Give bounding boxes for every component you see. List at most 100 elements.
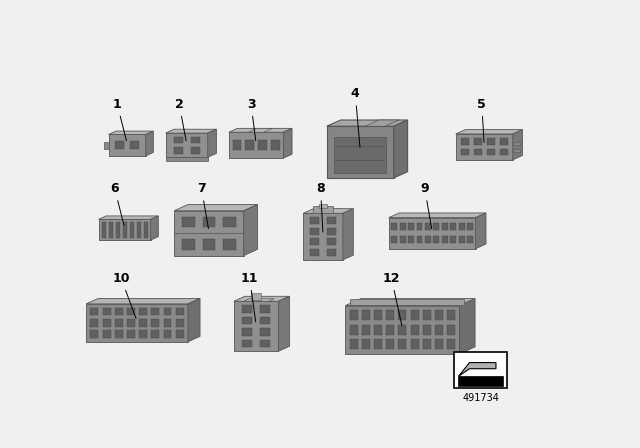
Bar <box>310 228 319 235</box>
Bar <box>349 310 358 320</box>
Polygon shape <box>346 306 460 354</box>
Bar <box>232 140 241 151</box>
Bar <box>173 147 182 154</box>
Bar <box>260 317 270 324</box>
Bar <box>423 340 431 349</box>
Polygon shape <box>86 298 200 304</box>
Bar <box>251 293 261 300</box>
Bar <box>176 319 184 327</box>
Text: 1: 1 <box>113 98 127 141</box>
Polygon shape <box>229 129 292 132</box>
Text: 10: 10 <box>113 272 136 319</box>
Bar <box>191 137 200 143</box>
Polygon shape <box>388 213 486 218</box>
Bar <box>408 224 414 230</box>
Bar <box>423 325 431 335</box>
Bar <box>130 223 134 238</box>
Bar <box>151 308 159 315</box>
Polygon shape <box>208 129 216 157</box>
Polygon shape <box>456 129 522 134</box>
Bar <box>115 308 123 315</box>
Polygon shape <box>166 129 216 133</box>
Bar <box>131 141 140 150</box>
Bar <box>461 138 468 145</box>
Bar <box>182 217 195 227</box>
Bar <box>362 325 370 335</box>
Bar <box>362 340 370 349</box>
Bar <box>349 340 358 349</box>
Polygon shape <box>166 157 208 161</box>
Bar <box>164 331 172 338</box>
Bar <box>102 331 111 338</box>
Polygon shape <box>346 299 475 306</box>
Bar <box>487 138 495 145</box>
Bar <box>399 236 406 243</box>
Bar <box>242 305 252 313</box>
Polygon shape <box>327 126 394 178</box>
Bar <box>459 236 465 243</box>
Bar <box>223 217 236 227</box>
Polygon shape <box>365 120 399 126</box>
Polygon shape <box>458 362 496 376</box>
Bar <box>447 310 455 320</box>
Bar <box>386 310 394 320</box>
Bar <box>447 325 455 335</box>
Polygon shape <box>513 142 520 145</box>
Polygon shape <box>234 301 278 351</box>
Bar <box>176 331 184 338</box>
Bar <box>310 217 319 224</box>
Bar <box>139 319 147 327</box>
Text: 6: 6 <box>111 182 124 225</box>
Bar <box>442 224 448 230</box>
Bar <box>109 223 113 238</box>
Bar <box>90 308 99 315</box>
Bar <box>386 325 394 335</box>
Bar <box>399 224 406 230</box>
Bar <box>349 325 358 335</box>
Bar <box>116 223 120 238</box>
Bar <box>151 331 159 338</box>
Bar <box>411 340 419 349</box>
Bar <box>203 217 215 227</box>
Bar <box>417 236 422 243</box>
Bar <box>90 319 99 327</box>
Polygon shape <box>150 216 158 240</box>
Bar <box>223 239 236 250</box>
Polygon shape <box>248 129 272 132</box>
Bar <box>115 319 123 327</box>
Bar <box>433 236 439 243</box>
Bar <box>386 340 394 349</box>
Bar <box>151 319 159 327</box>
Polygon shape <box>166 133 208 157</box>
Bar <box>442 236 448 243</box>
Bar <box>182 239 195 250</box>
Bar <box>435 340 443 349</box>
Bar <box>461 149 468 155</box>
Bar <box>474 138 482 145</box>
Bar <box>123 223 127 238</box>
Text: 5: 5 <box>477 98 486 142</box>
Bar <box>102 223 106 238</box>
Bar <box>242 340 252 347</box>
Bar <box>310 238 319 246</box>
Bar <box>391 224 397 230</box>
Text: 11: 11 <box>241 272 259 322</box>
Bar <box>374 340 382 349</box>
Bar <box>454 352 507 388</box>
Polygon shape <box>234 296 289 301</box>
Bar <box>258 140 267 151</box>
Bar <box>245 140 254 151</box>
Bar <box>127 319 135 327</box>
Bar <box>242 317 252 324</box>
Bar <box>435 310 443 320</box>
Bar <box>423 310 431 320</box>
Bar <box>425 236 431 243</box>
Bar <box>164 308 172 315</box>
Text: 491734: 491734 <box>462 392 499 402</box>
Bar <box>399 310 406 320</box>
Bar <box>191 147 200 154</box>
Polygon shape <box>303 213 343 260</box>
Polygon shape <box>513 129 522 160</box>
Text: 8: 8 <box>316 182 325 232</box>
Text: 4: 4 <box>351 87 360 147</box>
